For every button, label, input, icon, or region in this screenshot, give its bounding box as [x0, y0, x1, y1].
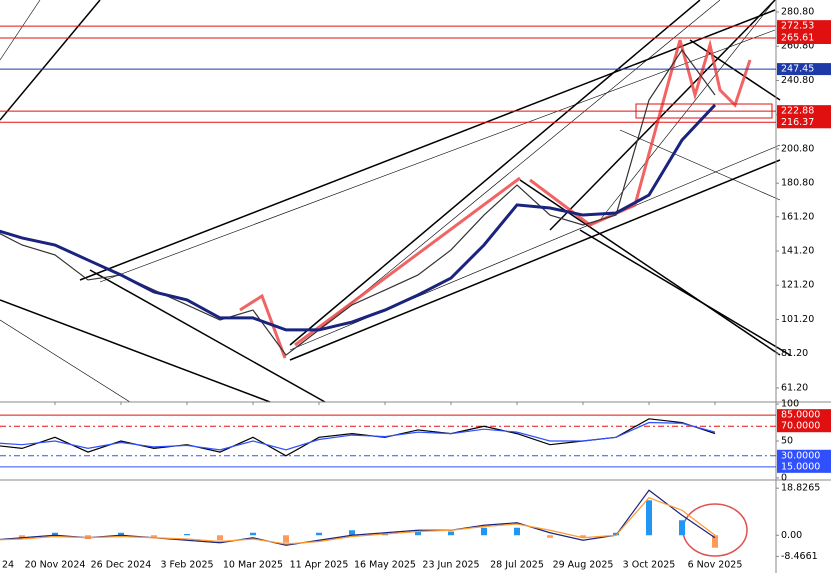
y-tick-label: 50 — [781, 436, 793, 447]
y-tick-label: 260.80 — [781, 41, 814, 52]
level-label: 216.37 — [781, 117, 814, 128]
y-tick-label: 161.20 — [781, 211, 814, 222]
level-label-bg — [777, 409, 831, 422]
level-label-bg — [777, 449, 831, 462]
level-label-bg — [777, 31, 831, 44]
series-line — [0, 48, 716, 356]
histogram-bar — [85, 535, 91, 539]
x-tick-label: 16 May 2025 — [354, 560, 416, 571]
y-tick-label: 200.80 — [781, 143, 814, 154]
histogram-bar — [679, 520, 685, 536]
level-label-bg — [777, 420, 831, 433]
x-tick-label: 29 Aug 2025 — [553, 560, 614, 571]
level-label-bg — [777, 460, 831, 473]
trendline — [89, 269, 326, 403]
trendline — [0, 299, 271, 403]
histogram-bar — [547, 535, 553, 538]
y-tick-label: 0 — [781, 472, 787, 483]
arrow — [239, 293, 287, 359]
level-label-bg — [777, 105, 831, 118]
level-label: 30.0000 — [781, 450, 820, 461]
x-tick-label: 11 Apr 2025 — [290, 560, 349, 571]
trendline — [599, 0, 776, 221]
histogram-bar — [184, 534, 190, 536]
histogram-bar — [349, 530, 355, 536]
series-line — [0, 103, 717, 332]
series-line — [0, 489, 716, 546]
series-line — [0, 497, 716, 545]
histogram-bar — [118, 532, 124, 536]
y-tick-label: 81.20 — [781, 348, 808, 359]
histogram-bar — [316, 532, 322, 536]
histogram-bar — [151, 535, 157, 538]
x-tick-label: 3 Feb 2025 — [160, 560, 213, 571]
histogram-bar — [514, 527, 520, 536]
y-tick-label: 121.20 — [781, 280, 814, 291]
level-label: 15.0000 — [781, 461, 820, 472]
y-tick-label: 18.8265 — [781, 483, 820, 494]
x-tick-label: 10 Mar 2025 — [223, 560, 283, 571]
histogram-bar — [613, 532, 619, 536]
level-label: 85.0000 — [781, 410, 820, 421]
x-tick-label: 24 — [2, 560, 14, 571]
arrow — [294, 176, 521, 347]
level-label: 222.88 — [781, 106, 814, 117]
trendline — [79, 9, 776, 281]
y-tick-label: 0.00 — [781, 530, 802, 541]
histogram-bar — [52, 532, 58, 536]
x-tick-label: 6 Nov 2025 — [688, 560, 743, 571]
trendline — [99, 29, 776, 283]
histogram-bar — [580, 535, 586, 538]
x-tick-label: 28 Jul 2025 — [490, 560, 544, 571]
y-tick-label: -8.4661 — [781, 551, 818, 562]
level-label: 247.45 — [781, 64, 814, 75]
trendline — [579, 229, 791, 356]
trendline — [519, 179, 781, 356]
histogram-bar — [283, 535, 289, 543]
x-tick-label: 20 Nov 2024 — [25, 560, 86, 571]
y-tick-label: 240.80 — [781, 75, 814, 86]
level-label-bg — [777, 116, 831, 129]
histogram-bar — [250, 532, 256, 536]
level-label: 265.61 — [781, 32, 814, 43]
arrow — [678, 39, 752, 108]
y-tick-label: 280.80 — [781, 6, 814, 17]
histogram-bar — [646, 500, 652, 536]
level-label-bg — [777, 63, 831, 76]
level-label: 70.0000 — [781, 421, 820, 432]
trendline — [0, 0, 41, 61]
trendline — [289, 159, 781, 361]
y-tick-label: 141.20 — [781, 245, 814, 256]
histogram-bar — [19, 535, 25, 538]
histogram-bar — [448, 531, 454, 536]
x-tick-label: 26 Dec 2024 — [91, 560, 152, 571]
y-tick-label: 180.80 — [781, 178, 814, 189]
series-line — [0, 421, 716, 451]
histogram-bar — [712, 535, 718, 548]
trendline — [0, 0, 101, 121]
histogram-bar — [217, 535, 223, 541]
histogram-bar — [415, 530, 421, 536]
level-label-bg — [777, 20, 831, 33]
level-label: 272.53 — [781, 21, 814, 32]
histogram-bar — [481, 527, 487, 536]
y-tick-label: 100 — [781, 399, 799, 410]
trendline — [0, 319, 131, 403]
x-tick-label: 23 Jun 2025 — [422, 560, 479, 571]
trendline — [289, 0, 701, 346]
trendline — [619, 129, 781, 201]
x-tick-label: 3 Oct 2025 — [623, 560, 676, 571]
y-tick-label: 61.20 — [781, 382, 808, 393]
y-tick-label: 101.20 — [781, 314, 814, 325]
trendline — [689, 39, 781, 101]
